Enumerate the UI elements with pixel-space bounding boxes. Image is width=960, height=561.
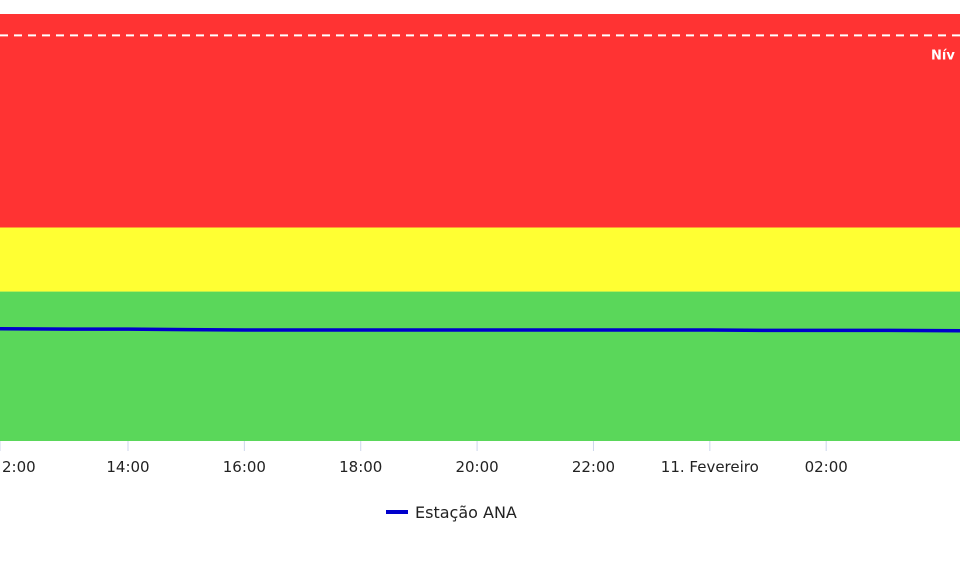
band-red [0, 14, 960, 228]
x-tick-label: 14:00 [106, 458, 149, 476]
band-green [0, 291, 960, 441]
x-tick-label: 11. Fevereiro [661, 458, 759, 476]
x-tick-label: 18:00 [339, 458, 382, 476]
x-tick-label: 20:00 [455, 458, 498, 476]
x-tick-label: 16:00 [223, 458, 266, 476]
x-tick-label: 22:00 [572, 458, 615, 476]
reference-line-group: Nív [0, 34, 960, 63]
x-axis: 2:00 14:00 16:00 18:00 20:00 22:00 11. Feverei… [0, 441, 848, 476]
reference-line-label: Nív [931, 48, 955, 63]
series-group [0, 326, 960, 333]
x-tick-label: 02:00 [805, 458, 848, 476]
x-tick-label: 2:00 [2, 458, 36, 476]
legend-label[interactable]: Estação ANA [415, 503, 517, 522]
legend[interactable]: Estação ANA [386, 503, 517, 522]
band-yellow [0, 227, 960, 292]
series-line-0[interactable] [0, 326, 960, 333]
level-bands [0, 14, 960, 441]
